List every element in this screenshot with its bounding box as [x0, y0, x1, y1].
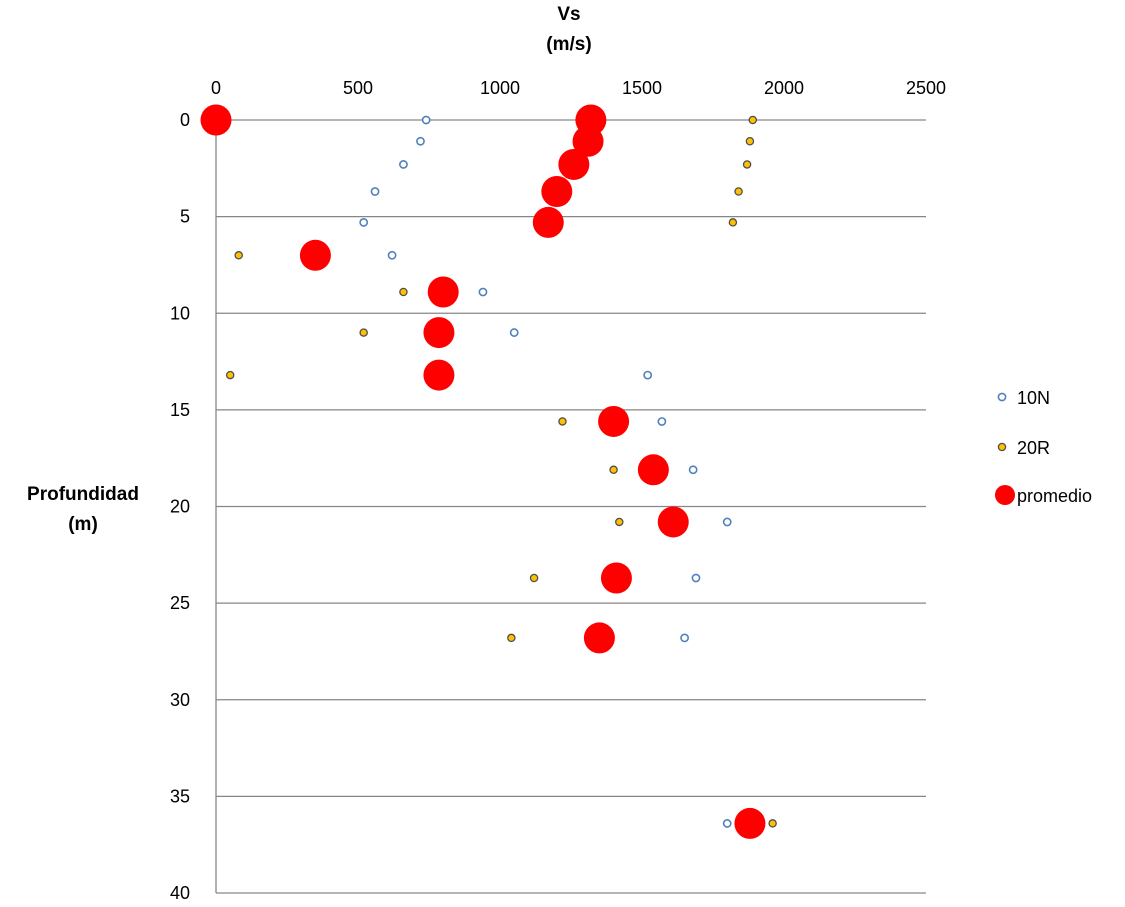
data-point-10N	[399, 160, 408, 169]
data-point-promedio	[541, 176, 573, 208]
data-point-promedio	[532, 206, 564, 238]
data-point-20R	[225, 370, 235, 380]
legend: 10N 20R promedio	[995, 388, 1092, 506]
y-tick-label: 25	[170, 593, 190, 613]
series-promedio	[200, 104, 766, 839]
data-point-promedio	[299, 239, 331, 271]
data-point-promedio	[637, 454, 669, 486]
data-point-10N	[387, 250, 397, 260]
data-point-20R	[745, 137, 755, 146]
x-tick-label: 1000	[480, 78, 520, 98]
y-tick-label: 5	[180, 207, 190, 227]
x-tick-label: 2500	[906, 78, 946, 98]
data-point-promedio	[423, 359, 455, 391]
series-10N	[359, 115, 732, 828]
x-tick-label: 1500	[622, 78, 662, 98]
axis-titles: Vs (m/s) Profundidad (m)	[27, 4, 592, 535]
legend-marker-promedio	[995, 485, 1015, 505]
gridlines	[216, 119, 926, 894]
data-point-20R	[748, 115, 758, 125]
data-point-promedio	[598, 405, 630, 437]
data-point-10N	[722, 517, 732, 527]
data-point-20R	[359, 328, 368, 337]
data-point-promedio	[572, 125, 604, 157]
x-tick-label: 0	[211, 78, 221, 98]
data-point-10N	[421, 115, 431, 125]
data-point-20R	[558, 417, 567, 426]
legend-marker-20r	[997, 442, 1007, 452]
y-tick-label: 20	[170, 497, 190, 517]
legend-label-promedio: promedio	[1017, 486, 1092, 506]
data-point-promedio	[423, 317, 455, 349]
y-tick-label: 30	[170, 690, 190, 710]
x-axis-title-line1: Vs	[557, 4, 580, 25]
data-point-promedio	[583, 622, 615, 654]
legend-marker-10n	[997, 392, 1007, 402]
y-tick-label: 35	[170, 786, 190, 806]
data-point-20R	[234, 251, 243, 260]
data-point-20R	[399, 287, 408, 297]
y-axis-title-line1: Profundidad	[27, 484, 139, 505]
y-tick-label: 0	[180, 110, 190, 130]
data-point-20R	[615, 517, 624, 527]
series-20R	[225, 115, 777, 828]
data-point-promedio	[657, 506, 689, 538]
data-point-20R	[728, 218, 738, 227]
data-point-promedio	[600, 562, 632, 594]
data-point-20R	[734, 187, 743, 196]
data-point-10N	[509, 328, 519, 337]
data-points	[200, 104, 777, 839]
data-point-10N	[370, 187, 380, 196]
x-tick-label: 500	[343, 78, 373, 98]
data-point-10N	[680, 633, 689, 643]
y-tick-labels: 0 5 10 15 20 25 30 35 40	[170, 110, 190, 903]
data-point-10N	[722, 819, 732, 828]
data-point-20R	[609, 465, 618, 475]
y-tick-label: 10	[170, 303, 190, 323]
data-point-10N	[691, 573, 701, 583]
data-point-10N	[657, 417, 667, 426]
data-point-promedio	[558, 148, 590, 180]
x-tick-label: 2000	[764, 78, 804, 98]
y-axis-title-line2: (m)	[68, 514, 98, 535]
legend-label-10n: 10N	[1017, 388, 1050, 408]
data-point-10N	[416, 136, 425, 146]
x-tick-labels: 0 500 1000 1500 2000 2500	[211, 78, 946, 98]
data-point-10N	[643, 370, 653, 380]
data-point-20R	[529, 573, 539, 583]
data-point-10N	[688, 465, 698, 475]
data-point-promedio	[734, 807, 766, 839]
data-point-20R	[507, 633, 516, 643]
y-tick-label: 40	[170, 883, 190, 903]
data-point-10N	[478, 287, 488, 297]
data-point-20R	[768, 819, 777, 828]
legend-label-20r: 20R	[1017, 438, 1050, 458]
x-axis-title-line2: (m/s)	[546, 34, 591, 55]
y-tick-label: 15	[170, 400, 190, 420]
data-point-promedio	[427, 276, 459, 308]
data-point-10N	[359, 218, 369, 227]
data-point-promedio	[200, 104, 232, 136]
data-point-20R	[742, 160, 752, 169]
